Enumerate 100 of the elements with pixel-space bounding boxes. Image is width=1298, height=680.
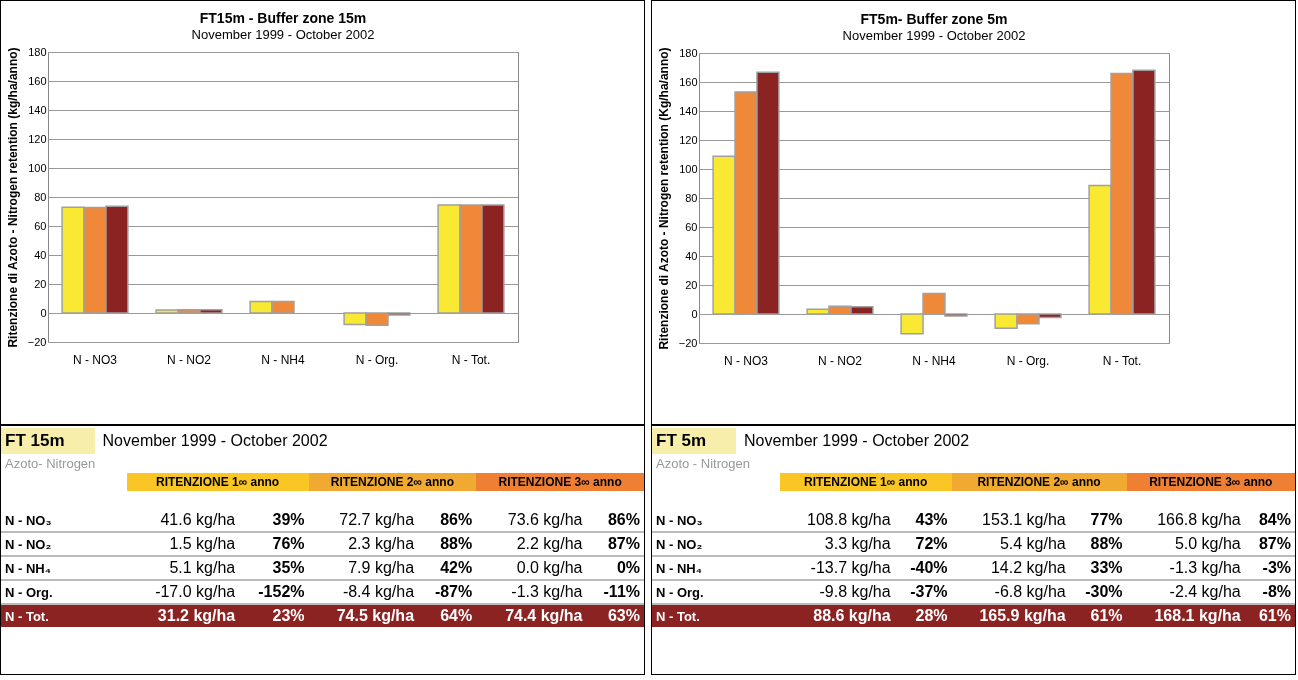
- text: November 1999 - October 2002: [744, 432, 970, 450]
- text: 84%: [1244, 509, 1295, 532]
- text: 76%: [239, 532, 309, 556]
- text: 72%: [894, 532, 952, 556]
- text: 86%: [586, 509, 644, 532]
- y-tick-label: 0: [40, 306, 47, 319]
- text: 2.3 kg/ha: [308, 532, 419, 556]
- text: RITENZIONE 2∞ anno: [951, 473, 1127, 491]
- y-tick-label: 20: [685, 278, 698, 291]
- text: 42%: [418, 556, 477, 580]
- chart-title: FT5m- Buffer zone 5m: [860, 10, 1008, 27]
- x-tick-label: N - NO2: [166, 352, 212, 367]
- text: 35%: [239, 556, 309, 580]
- text: 64%: [418, 604, 477, 627]
- text: 74.5 kg/ha: [308, 604, 419, 627]
- y-tick-label: 140: [679, 104, 698, 117]
- text: -152%: [239, 580, 309, 604]
- text: 61%: [1244, 604, 1295, 627]
- text: 41.6 kg/ha: [126, 509, 240, 532]
- text: 5.4 kg/ha: [951, 532, 1070, 556]
- text: November 1999 - October 2002: [102, 432, 328, 450]
- text: -8%: [1244, 580, 1295, 604]
- text: 0%: [586, 556, 644, 580]
- x-tick-label: N - Tot.: [451, 352, 491, 367]
- y-tick-label: 180: [28, 45, 47, 58]
- text: 43%: [894, 509, 952, 532]
- y-tick-label: 80: [34, 190, 47, 203]
- y-tick-label: 100: [679, 162, 698, 175]
- text: 2.2 kg/ha: [476, 532, 587, 556]
- chart-subtitle: November 1999 - October 2002: [842, 27, 1026, 43]
- text: 7.9 kg/ha: [308, 556, 419, 580]
- text: 28%: [894, 604, 952, 627]
- text: N - Tot.: [1, 604, 127, 627]
- text: -3%: [1244, 556, 1295, 580]
- text: N - NH₄: [1, 556, 127, 580]
- x-tick-label: N - NO2: [817, 353, 863, 368]
- y-tick-label: −20: [27, 335, 47, 348]
- text: RITENZIONE 3∞ anno: [1126, 473, 1295, 491]
- text: -11%: [586, 580, 644, 604]
- x-tick-label: N - NO3: [72, 352, 118, 367]
- x-tick-label: N - Tot.: [1102, 353, 1142, 368]
- text: N - Org.: [652, 580, 780, 604]
- text: 166.8 kg/ha: [1126, 509, 1245, 532]
- y-axis-title: Ritenzione di Azoto - Nitrogen retention (Kg/ha/anno): [656, 47, 671, 350]
- text: Azoto- Nitrogen: [4, 455, 97, 473]
- text: 33%: [1069, 556, 1127, 580]
- y-tick-label: 160: [28, 74, 47, 87]
- x-tick-label: N - Org.: [1006, 353, 1050, 368]
- text: 63%: [586, 604, 644, 627]
- text: 86%: [418, 509, 477, 532]
- text: -9.8 kg/ha: [779, 580, 895, 604]
- y-tick-label: 40: [34, 248, 47, 261]
- text: 87%: [1244, 532, 1295, 556]
- text: 88%: [1069, 532, 1127, 556]
- text: 5.0 kg/ha: [1126, 532, 1245, 556]
- text: -1.3 kg/ha: [1126, 556, 1245, 580]
- text: -2.4 kg/ha: [1126, 580, 1245, 604]
- text: 31.2 kg/ha: [126, 604, 240, 627]
- text: -30%: [1069, 580, 1127, 604]
- text: 153.1 kg/ha: [951, 509, 1070, 532]
- x-tick-label: N - Org.: [355, 352, 399, 367]
- text: N - NO₂: [652, 532, 780, 556]
- chart-subtitle: November 1999 - October 2002: [191, 27, 375, 42]
- text: 39%: [239, 509, 309, 532]
- y-tick-label: 180: [679, 46, 698, 59]
- text: -87%: [418, 580, 477, 604]
- text: -6.8 kg/ha: [951, 580, 1070, 604]
- y-tick-label: 80: [685, 191, 698, 204]
- text: -37%: [894, 580, 952, 604]
- y-axis-title: Ritenzione di Azoto - Nitrogen retention (kg/ha/anno): [5, 47, 20, 348]
- x-tick-label: N - NH4: [912, 353, 956, 368]
- y-tick-label: 0: [691, 307, 698, 320]
- text: N - NO₃: [1, 509, 127, 532]
- text: RITENZIONE 1∞ anno: [779, 473, 952, 491]
- y-tick-label: 60: [685, 220, 698, 233]
- text: 74.4 kg/ha: [476, 604, 587, 627]
- text: -13.7 kg/ha: [779, 556, 895, 580]
- text: 165.9 kg/ha: [951, 604, 1070, 627]
- text: 61%: [1069, 604, 1127, 627]
- text: RITENZIONE 2∞ anno: [308, 473, 477, 491]
- text: 0.0 kg/ha: [476, 556, 587, 580]
- text: 87%: [586, 532, 644, 556]
- y-tick-label: 40: [685, 249, 698, 262]
- y-tick-label: 20: [34, 277, 47, 290]
- text: N - NO₂: [1, 532, 127, 556]
- text: 5.1 kg/ha: [126, 556, 240, 580]
- y-tick-label: 160: [679, 75, 698, 88]
- text: N - Tot.: [652, 604, 780, 627]
- text: N - NH₄: [652, 556, 780, 580]
- text: Azoto - Nitrogen: [655, 455, 751, 473]
- text: 14.2 kg/ha: [951, 556, 1070, 580]
- text: 88.6 kg/ha: [779, 604, 895, 627]
- x-tick-label: N - NO3: [723, 353, 769, 368]
- y-tick-label: 120: [679, 133, 698, 146]
- text: 88%: [418, 532, 477, 556]
- text: -1.3 kg/ha: [476, 580, 587, 604]
- y-tick-label: 60: [34, 219, 47, 232]
- text: 1.5 kg/ha: [126, 532, 240, 556]
- text: FT 5m: [652, 428, 737, 454]
- text: 23%: [239, 604, 309, 627]
